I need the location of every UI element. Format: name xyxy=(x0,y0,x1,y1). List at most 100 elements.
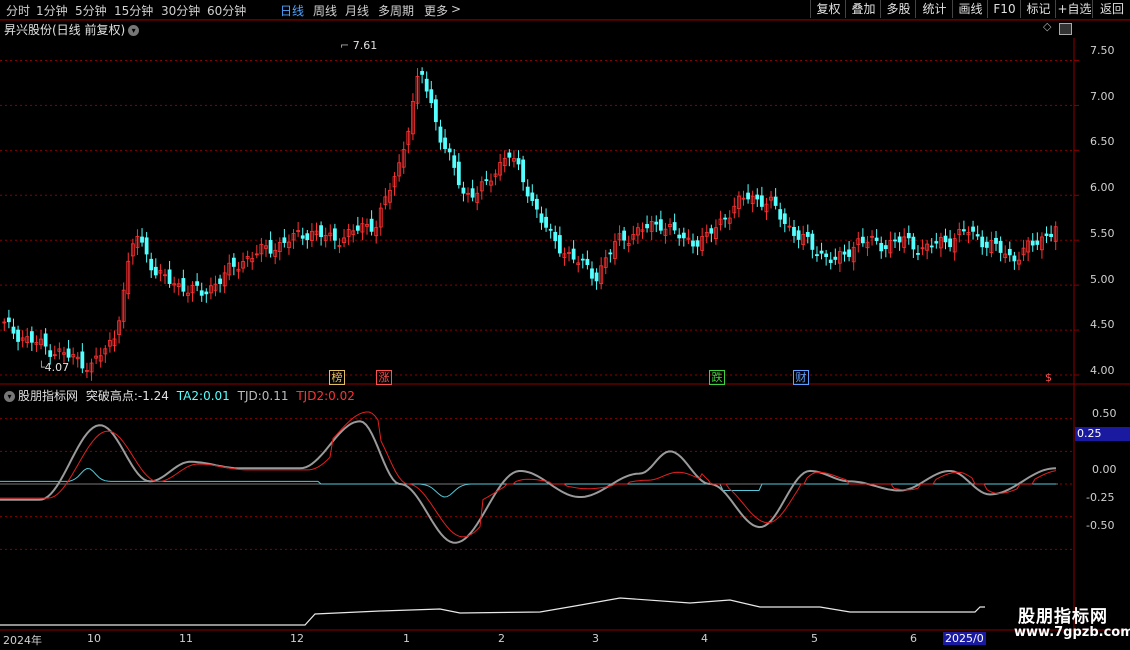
period-tab-10[interactable]: 更多 xyxy=(424,4,449,18)
candle-body xyxy=(934,241,939,244)
period-tab-0[interactable]: 分时 xyxy=(6,4,31,18)
candle-body xyxy=(172,283,177,286)
candle-body xyxy=(310,230,314,241)
candle-body xyxy=(433,99,438,123)
candle-body xyxy=(553,231,558,242)
candle-body xyxy=(750,195,755,205)
candle-body xyxy=(475,192,480,203)
toolbar-button-2[interactable]: 多股 xyxy=(880,0,916,18)
toolbar-button-5[interactable]: F10 xyxy=(987,0,1021,18)
candle-body xyxy=(815,254,819,257)
candle-body xyxy=(782,213,787,224)
candle-body xyxy=(236,268,241,272)
candle-body xyxy=(567,252,571,254)
candle-body xyxy=(1007,248,1012,256)
candle-body xyxy=(709,228,714,234)
candle-body xyxy=(865,241,870,249)
candle-body xyxy=(195,281,200,286)
price-ytick: 7.50 xyxy=(1090,44,1115,57)
candle-body xyxy=(498,162,503,176)
candle-body xyxy=(66,348,71,358)
chart-title[interactable]: 昇兴股份(日线 前复权) ▾ xyxy=(4,21,140,38)
candle-body xyxy=(57,348,62,352)
candle-body xyxy=(153,266,158,276)
candle-body xyxy=(603,257,608,268)
x-label: 12 xyxy=(290,632,304,645)
chevron-down-icon[interactable]: ▾ xyxy=(4,391,15,402)
candle-body xyxy=(1021,247,1026,256)
candle-body xyxy=(378,207,383,228)
candle-body xyxy=(209,285,213,294)
indicator-line1-label: 突破高点: xyxy=(85,389,138,403)
candle-body xyxy=(204,291,209,295)
candle-body xyxy=(530,192,535,201)
candle-body xyxy=(737,195,741,209)
candle-body xyxy=(1035,240,1040,245)
candle-body xyxy=(264,245,268,249)
toolbar-button-4[interactable]: 画线 xyxy=(952,0,988,18)
candle-body xyxy=(714,227,718,239)
chevron-right-icon[interactable]: > xyxy=(451,2,462,16)
candle-body xyxy=(71,354,76,358)
period-tab-8[interactable]: 月线 xyxy=(345,4,370,18)
price-ytick: 7.00 xyxy=(1090,89,1115,103)
candle-body xyxy=(507,152,512,158)
candle-body xyxy=(254,253,259,256)
x-label: 2024年 xyxy=(3,634,42,647)
toolbar-button-1[interactable]: 叠加 xyxy=(845,0,881,18)
indicator-title[interactable]: ▾ 股朋指标网 突破高点:-1.24 TA2:0.01 TJD:0.11 TJD2… xyxy=(4,387,355,404)
candle-body xyxy=(443,137,447,150)
candle-body xyxy=(20,337,25,341)
event-badge-cai[interactable]: 财 xyxy=(793,370,809,385)
candle-body xyxy=(29,331,34,343)
toolbar-button-8[interactable]: 返回 xyxy=(1092,0,1130,18)
candle-body xyxy=(231,257,236,267)
tjd2-label: TJD2: xyxy=(296,389,329,403)
candle-body xyxy=(888,240,893,254)
x-label: 10 xyxy=(87,632,101,645)
period-tab-1[interactable]: 1分钟 xyxy=(36,4,68,18)
toolbar-button-6[interactable]: 标记 xyxy=(1020,0,1056,18)
candle-body xyxy=(140,236,144,243)
period-tab-2[interactable]: 5分钟 xyxy=(75,4,107,18)
candle-body xyxy=(411,101,415,135)
period-tab-4[interactable]: 30分钟 xyxy=(161,4,201,18)
price-ytick: 4.50 xyxy=(1090,318,1115,332)
candle-body xyxy=(557,235,562,254)
candle-body xyxy=(135,236,140,248)
candle-body xyxy=(291,233,296,241)
ind-ytick: 0.00 xyxy=(1092,463,1117,476)
candle-body xyxy=(163,274,167,277)
toolbar-button-0[interactable]: 复权 xyxy=(810,0,846,18)
stock-title: 昇兴股份(日线 前复权) xyxy=(4,23,126,37)
period-tab-6[interactable]: 日线 xyxy=(280,4,305,18)
ind-ytick: 0.50 xyxy=(1092,407,1117,420)
dollar-icon[interactable]: $ xyxy=(1045,371,1052,384)
period-tab-5[interactable]: 60分钟 xyxy=(207,4,247,18)
candle-body xyxy=(700,236,705,251)
candle-body xyxy=(939,237,943,249)
candle-body xyxy=(580,258,585,261)
diamond-icon[interactable]: ◇ xyxy=(1043,20,1052,33)
candle-body xyxy=(741,197,746,200)
candle-body xyxy=(11,326,16,334)
candle-body xyxy=(759,195,764,207)
candle-body xyxy=(107,340,112,347)
panel-toggle-icon[interactable] xyxy=(1059,23,1072,35)
candle-body xyxy=(484,179,489,182)
toolbar-button-7[interactable]: +自选 xyxy=(1055,0,1093,18)
period-tab-9[interactable]: 多周期 xyxy=(378,4,415,18)
candle-body xyxy=(34,342,39,345)
period-tab-7[interactable]: 周线 xyxy=(313,4,338,18)
event-badge-die[interactable]: 跌 xyxy=(709,370,725,385)
toolbar-button-3[interactable]: 统计 xyxy=(915,0,953,18)
candle-body xyxy=(613,241,617,259)
event-badge-zhang[interactable]: 涨 xyxy=(376,370,392,385)
period-tab-3[interactable]: 15分钟 xyxy=(114,4,154,18)
candle-body xyxy=(723,217,728,220)
candle-body xyxy=(346,229,351,237)
x-label-current: 2025/0 xyxy=(943,632,986,645)
chevron-down-icon[interactable]: ▾ xyxy=(128,25,140,36)
event-badge-bang[interactable]: 榜 xyxy=(329,370,345,385)
